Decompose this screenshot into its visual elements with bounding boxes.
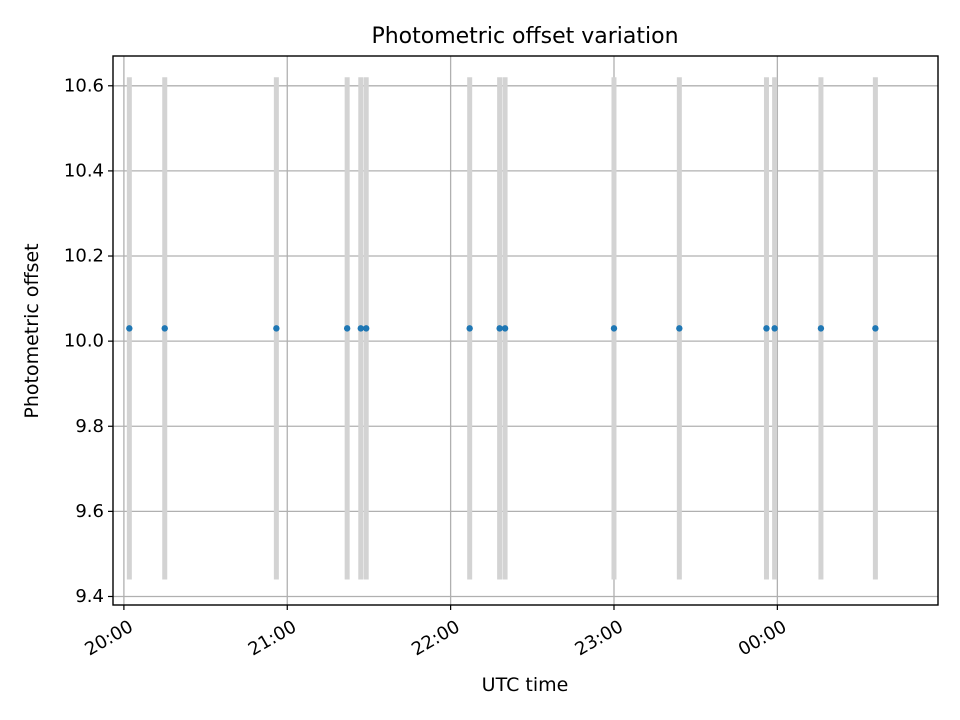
y-tick-label: 9.4: [75, 586, 104, 607]
data-point: [817, 325, 825, 332]
x-axis-label: UTC time: [482, 674, 569, 696]
data-point: [126, 325, 133, 332]
data-point: [273, 325, 280, 332]
data-point: [610, 325, 618, 332]
data-point: [357, 325, 364, 332]
data-points: [126, 325, 879, 332]
y-axis-label: Photometric offset: [21, 243, 43, 418]
data-point: [363, 325, 370, 332]
y-tick-label: 9.6: [75, 501, 104, 522]
y-tick-label: 10.4: [64, 160, 104, 181]
grid: [113, 56, 938, 605]
data-point: [501, 325, 509, 332]
data-point: [763, 325, 770, 332]
y-tick-label: 10.0: [64, 331, 104, 352]
chart-title: Photometric offset variation: [371, 24, 678, 49]
data-point: [872, 325, 879, 332]
data-point: [161, 325, 168, 332]
y-tick-label: 10.6: [64, 75, 104, 96]
data-point: [771, 325, 778, 332]
data-point: [466, 325, 473, 332]
data-point: [496, 325, 503, 332]
data-point: [676, 325, 683, 332]
plot-frame: [112, 55, 939, 606]
y-axis-ticks: 9.4 9.6 9.8 10.0 10.2 10.4 10.6: [64, 75, 113, 607]
data-point: [343, 325, 351, 332]
y-tick-label: 9.8: [75, 416, 104, 437]
y-tick-label: 10.2: [64, 246, 104, 267]
